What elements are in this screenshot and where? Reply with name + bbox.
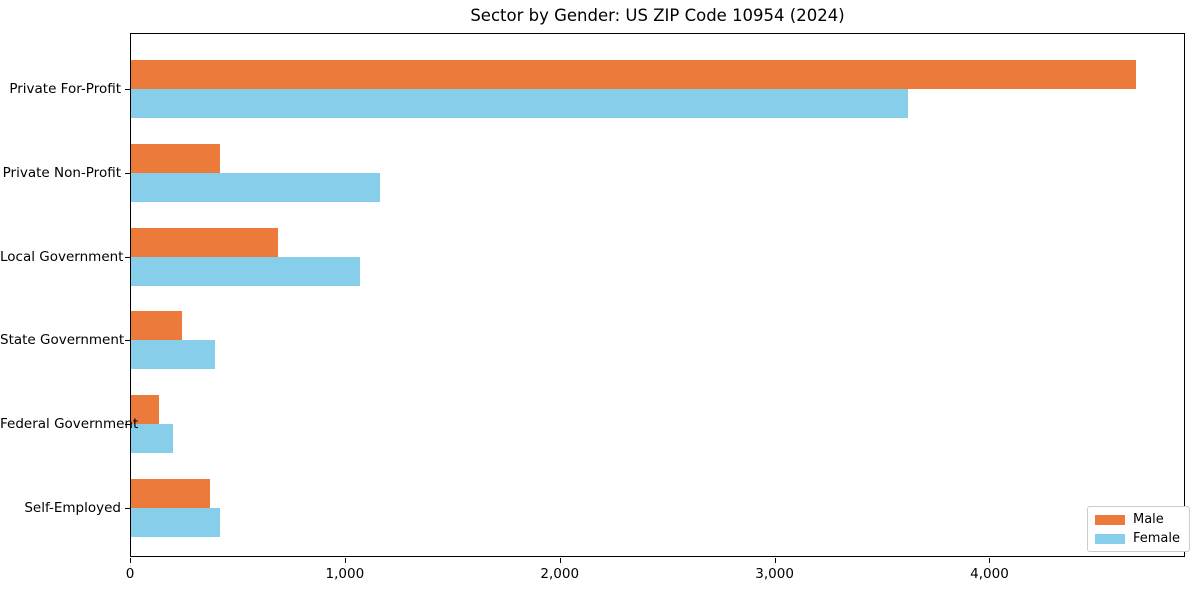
x-tick-mark-1000 bbox=[344, 558, 346, 563]
bar-female-private-non-profit bbox=[130, 172, 381, 202]
bar-female-federal-government bbox=[130, 424, 173, 454]
bar-male-local-government bbox=[130, 227, 279, 257]
y-tick-mark-private-non-profit bbox=[125, 172, 130, 174]
x-tick-mark-3000 bbox=[774, 558, 776, 563]
y-tick-label-federal-government: Federal Government bbox=[0, 416, 139, 433]
y-tick-label-private-for-profit: Private For-Profit bbox=[9, 81, 121, 97]
y-tick-mark-federal-government bbox=[125, 424, 130, 426]
bar-male-federal-government bbox=[130, 395, 159, 425]
x-tick-label-3000: 3,000 bbox=[755, 566, 794, 582]
bar-female-state-government bbox=[130, 340, 215, 370]
legend-male-label: Male bbox=[1133, 512, 1164, 527]
x-tick-label-0: 0 bbox=[125, 566, 135, 582]
legend-male-swatch bbox=[1095, 514, 1125, 525]
y-tick-label-local-government: Local Government bbox=[0, 248, 124, 265]
y-tick-label-state-government: State Government bbox=[0, 332, 125, 349]
bar-female-local-government bbox=[130, 256, 360, 286]
chart-title: Sector by Gender: US ZIP Code 10954 (202… bbox=[470, 6, 845, 25]
bar-female-private-for-profit bbox=[130, 89, 908, 118]
y-tick-mark-local-government bbox=[125, 256, 130, 258]
x-tick-mark-4000 bbox=[989, 558, 991, 563]
bar-male-state-government bbox=[130, 311, 182, 341]
x-tick-label-4000: 4,000 bbox=[970, 566, 1009, 582]
y-tick-label-private-non-profit: Private Non-Profit bbox=[2, 164, 121, 181]
y-tick-mark-private-for-profit bbox=[125, 89, 130, 90]
y-tick-mark-state-government bbox=[125, 340, 130, 342]
legend-item-female: Female bbox=[1095, 531, 1180, 546]
y-tick-mark-self-employed bbox=[125, 508, 130, 509]
bar-female-self-employed bbox=[130, 508, 221, 537]
x-tick-label-1000: 1,000 bbox=[325, 566, 365, 582]
bar-male-private-non-profit bbox=[130, 143, 221, 173]
legend-female-swatch bbox=[1095, 533, 1125, 544]
x-tick-mark-0 bbox=[130, 558, 131, 563]
x-tick-mark-2000 bbox=[559, 558, 561, 563]
legend-item-male: Male bbox=[1095, 512, 1180, 527]
bar-male-self-employed bbox=[130, 479, 210, 508]
legend: Male Female bbox=[1087, 506, 1191, 552]
x-tick-label-2000: 2,000 bbox=[540, 566, 580, 582]
legend-female-label: Female bbox=[1133, 531, 1181, 546]
bar-male-private-for-profit bbox=[130, 60, 1136, 89]
y-tick-label-self-employed: Self-Employed bbox=[24, 500, 121, 516]
